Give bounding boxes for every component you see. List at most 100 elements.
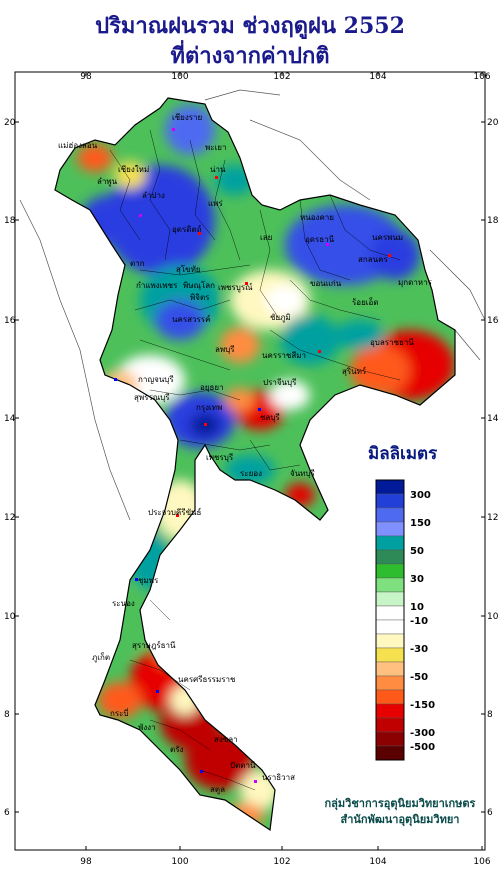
province-label: พะเยา [205,143,226,152]
lat-tick-label: 16 [487,316,499,326]
legend-swatch [375,577,405,593]
lat-tick-label: 6 [487,808,493,818]
lon-tick-label: 104 [369,72,386,82]
province-label: นครราชสีมา [262,351,306,360]
legend-swatch [375,745,405,761]
province-label: สุราษฎร์ธานี [132,640,176,650]
lat-tick-label: 14 [4,414,16,424]
legend-swatch [375,479,405,495]
province-label: ชลบุรี [260,413,280,422]
province-label: ลพบุรี [215,345,235,354]
lon-tick-label: 106 [473,857,490,867]
legend-swatch [375,605,405,621]
legend-swatch [375,661,405,677]
province-label: เพชรบุรี [206,453,234,462]
legend-swatch [375,507,405,523]
province-label: ตาก [130,259,145,268]
province-label: พังงา [138,723,156,732]
province-label: นราธิวาส [262,773,295,782]
province-label: ระยอง [240,469,262,478]
legend-label: 30 [410,574,424,585]
province-label: กรุงเทพ [196,403,222,412]
legend-swatch [375,591,405,607]
legend-label: -50 [410,672,428,683]
legend-swatch [375,675,405,691]
neighbor-borders [19,89,486,521]
province-label: พิจิตร [190,293,210,302]
province-label: นครศรีธรรมราช [178,675,236,684]
legend-swatch [375,731,405,747]
legend-swatch [375,535,405,551]
lat-tick-label: 8 [4,710,10,720]
lat-tick-label: 20 [4,118,16,128]
legend-label: 300 [410,490,431,501]
province-label: นครพนม [372,233,403,242]
province-label: ขอนแก่น [310,279,342,288]
lat-tick-label: 14 [487,414,499,424]
province-label: เพชรบูรณ์ [218,282,253,293]
lat-tick-label: 12 [487,513,498,523]
province-label: ระนอง [112,599,135,608]
credit-line-2: สำนักพัฒนาอุตุนิยมวิทยา [340,813,460,826]
legend-swatch [375,703,405,719]
province-label: กาญจนบุรี [138,375,174,384]
province-label: นครสวรรค์ [172,314,210,324]
province-label: จันทบุรี [290,469,316,478]
legend-label: -500 [410,742,435,753]
province-label: เลย [260,233,272,242]
legend-swatch [375,633,405,649]
province-label: หนองคาย [300,213,334,222]
province-label: ชัยภูมิ [270,313,291,323]
province-label: ชุมพร [138,576,159,585]
province-label: สงขลา [214,735,238,744]
legend-swatch [375,549,405,565]
lon-tick-label: 100 [171,857,188,867]
lon-tick-label: 102 [273,857,290,867]
province-label: กระบี่ [110,707,129,718]
legend-swatch [375,689,405,705]
legend-unit: มิลลิเมตร [368,444,438,464]
province-label: น่าน [210,165,226,174]
province-label: ตรัง [170,745,183,754]
lat-tick-label: 18 [487,216,499,226]
lon-tick-label: 98 [80,857,92,867]
lat-tick-label: 20 [487,118,499,128]
province-label: สุพรรณบุรี [134,393,170,402]
province-label: มุกดาหาร [398,278,433,287]
lon-tick-label: 102 [273,72,290,82]
map-title: ปริมาณฝนรวม ช่วงฤดูฝน 2552 [95,13,405,39]
lat-tick-label: 6 [4,808,10,818]
lat-tick-label: 16 [4,316,16,326]
province-label: สกลนคร [358,255,388,264]
province-label: แพร่ [208,199,223,208]
province-label: ปราจีนบุรี [263,378,297,387]
province-label: แม่ฮ่องสอน [58,141,98,150]
legend-label: -150 [410,700,435,711]
color-legend: 300 150 50 30 10 -10 -30 -50 -150 -300 -500 [375,479,435,761]
province-label: สตูล [210,785,225,795]
lat-tick-label: 10 [4,612,16,622]
lon-tick-label: 106 [473,72,490,82]
legend-swatch [375,521,405,537]
province-borders [109,129,401,791]
province-label: เชียงใหม่ [118,165,149,174]
lat-tick-label: 8 [487,710,493,720]
lon-tick-label: 100 [171,72,188,82]
legend-label: 150 [410,518,431,529]
province-label: ลำพูน [97,177,118,187]
province-label: อุดรธานี [305,235,335,244]
legend-label: 10 [410,602,424,613]
province-label: ภูเก็ต [92,652,110,663]
province-label: ปัตตานี [230,761,256,770]
province-label: อยุธยา [200,383,224,392]
legend-swatch [375,717,405,733]
credit-line-1: กลุ่มวิชาการอุตุนิยมวิทยาเกษตร [324,797,476,810]
station-markers [114,128,391,783]
lat-tick-label: 18 [4,216,16,226]
legend-label: -10 [410,616,428,627]
province-label: อุตรดิตถ์ [172,224,202,234]
province-label: ประจวบคีรีขันธ์ [148,507,202,517]
